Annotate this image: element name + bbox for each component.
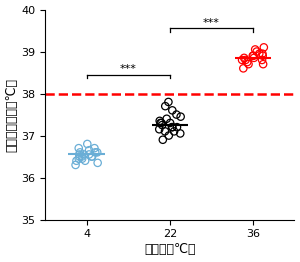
Point — [93, 150, 98, 155]
Point — [253, 47, 258, 52]
Point — [170, 108, 175, 112]
Point — [251, 54, 256, 58]
Point — [260, 54, 265, 58]
Point — [252, 56, 256, 60]
Point — [92, 146, 97, 150]
Point — [159, 121, 164, 125]
Point — [78, 150, 82, 155]
Point — [85, 142, 90, 146]
Point — [74, 159, 79, 163]
Point — [160, 138, 165, 142]
Text: ***: *** — [203, 18, 220, 28]
Point — [168, 121, 172, 125]
Point — [254, 50, 259, 54]
Point — [169, 125, 174, 129]
Point — [157, 119, 162, 123]
Point — [260, 52, 265, 56]
Point — [166, 100, 171, 104]
Point — [246, 62, 251, 66]
Point — [178, 131, 183, 135]
Point — [260, 58, 265, 62]
Point — [261, 45, 266, 50]
Point — [172, 129, 176, 133]
Point — [87, 148, 92, 152]
Point — [240, 58, 244, 62]
Point — [95, 161, 100, 165]
Point — [87, 152, 92, 157]
Point — [160, 123, 164, 127]
Point — [257, 52, 262, 56]
Point — [157, 127, 162, 131]
Point — [73, 163, 78, 167]
Point — [95, 150, 100, 155]
Point — [163, 104, 168, 108]
Point — [77, 155, 82, 159]
Point — [245, 60, 250, 64]
Point — [81, 152, 86, 157]
Point — [80, 155, 84, 159]
Y-axis label: マウスの体温（℃）: マウスの体温（℃） — [6, 78, 19, 151]
Point — [170, 125, 175, 129]
Point — [250, 54, 255, 58]
Point — [241, 66, 246, 70]
Point — [243, 58, 248, 62]
Point — [175, 125, 179, 129]
Point — [77, 152, 82, 157]
Point — [167, 133, 171, 138]
Point — [80, 157, 85, 161]
Point — [178, 114, 183, 119]
Point — [76, 146, 81, 150]
Point — [83, 159, 88, 163]
Point — [89, 155, 94, 159]
Point — [174, 112, 179, 117]
Point — [76, 157, 81, 161]
Point — [163, 129, 167, 133]
Point — [158, 121, 163, 125]
Point — [90, 155, 94, 159]
X-axis label: 外気温（℃）: 外気温（℃） — [144, 243, 196, 256]
Point — [164, 117, 169, 121]
Text: ***: *** — [120, 64, 137, 74]
Point — [242, 56, 247, 60]
Point — [261, 62, 266, 66]
